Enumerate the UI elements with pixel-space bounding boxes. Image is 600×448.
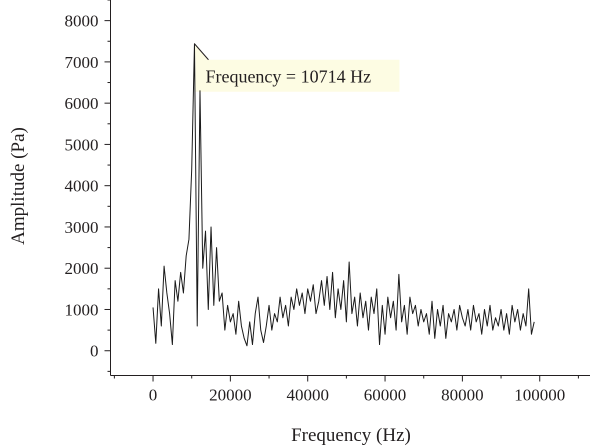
y-tick-label: 3000 (65, 218, 99, 237)
plot-area (152, 43, 535, 347)
y-axis-label: Amplitude (Pa) (8, 127, 29, 245)
x-tick-label: 80000 (441, 386, 484, 405)
series-line (152, 43, 535, 347)
y-tick-label: 8000 (65, 12, 99, 31)
y-axis-ticks: 0 1000 2000 3000 4000 5000 6000 7000 8000 (65, 0, 111, 372)
y-tick-label: 6000 (65, 94, 99, 113)
x-tick-label: 40000 (286, 386, 329, 405)
x-tick-label: 60000 (364, 386, 407, 405)
y-tick-label: 1000 (65, 300, 99, 319)
x-tick-label: 100000 (514, 386, 565, 405)
x-tick-label: 0 (149, 386, 158, 405)
annotation-label-layer: Frequency = 10714 Hz (194, 43, 371, 87)
x-axis-label: Frequency (Hz) (291, 425, 411, 446)
axes: 0 1000 2000 3000 4000 5000 6000 7000 8000 0 20000… (65, 0, 590, 405)
x-tick-label: 20000 (209, 386, 252, 405)
y-tick-label: 5000 (65, 135, 99, 154)
annotation-box (194, 43, 400, 92)
annotation-label: Frequency = 10714 Hz (205, 67, 371, 87)
x-axis-ticks: 0 20000 40000 60000 80000 100000 (113, 375, 579, 405)
annotation-callout-layer (194, 43, 400, 92)
y-tick-label: 7000 (65, 53, 99, 72)
annotation-leader-line (194, 43, 209, 61)
y-tick-label: 4000 (65, 177, 99, 196)
y-tick-label: 0 (90, 342, 99, 361)
y-tick-label: 2000 (65, 259, 99, 278)
